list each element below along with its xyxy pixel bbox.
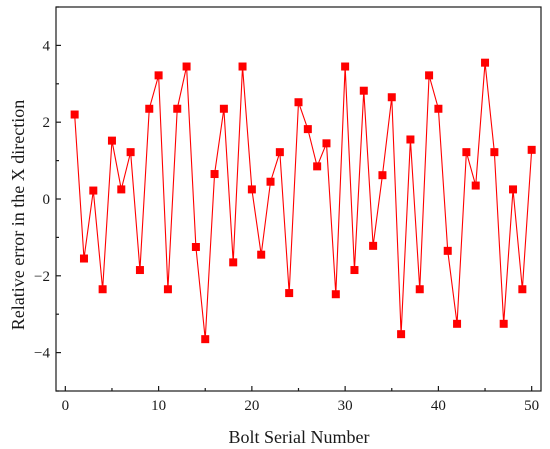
data-point xyxy=(229,258,238,267)
data-point xyxy=(443,246,452,255)
y-tick-label: 0 xyxy=(43,192,51,208)
x-tick-label: 40 xyxy=(431,398,446,414)
x-tick-label: 0 xyxy=(62,398,70,414)
series-line xyxy=(74,62,533,340)
data-point xyxy=(173,104,182,113)
x-axis-title: Bolt Serial Number xyxy=(229,427,370,447)
data-point xyxy=(518,285,527,294)
data-point xyxy=(303,125,312,134)
data-point xyxy=(294,98,303,107)
data-point xyxy=(322,139,331,148)
data-point xyxy=(154,71,163,80)
plot-frame xyxy=(55,6,542,392)
axes: 0 10 20 30 40 50 −4 −2 0 2 4 xyxy=(34,6,542,414)
data-point xyxy=(406,135,415,144)
y-tick-label: −2 xyxy=(34,269,50,285)
data-point xyxy=(490,148,499,157)
y-tick-label: 4 xyxy=(43,38,51,54)
data-point xyxy=(387,93,396,102)
data-point xyxy=(210,170,219,179)
data-point xyxy=(481,58,490,67)
x-tick-label: 30 xyxy=(338,398,353,414)
data-point xyxy=(238,62,247,71)
data-point xyxy=(107,136,116,145)
data-point xyxy=(275,148,284,157)
x-tick-label: 50 xyxy=(524,398,539,414)
x-tick-label: 20 xyxy=(244,398,259,414)
data-point xyxy=(415,285,424,294)
y-tick-label: −4 xyxy=(34,346,50,362)
data-point xyxy=(117,185,126,194)
data-point xyxy=(341,62,350,71)
data-point xyxy=(201,335,210,344)
data-point xyxy=(313,162,322,171)
data-point xyxy=(509,185,518,194)
data-point xyxy=(70,110,79,119)
data-point xyxy=(378,171,387,180)
data-point xyxy=(453,319,462,328)
data-point xyxy=(182,62,191,71)
data-point xyxy=(359,86,368,95)
data-point xyxy=(499,319,508,328)
y-axis-title: Relative error in the X direction xyxy=(8,100,28,330)
data-point xyxy=(191,243,200,251)
data-point xyxy=(135,266,144,275)
y-tick-label: 2 xyxy=(43,115,51,131)
data-point xyxy=(369,241,378,250)
data-point xyxy=(527,145,536,154)
data-point xyxy=(257,250,266,259)
data-point xyxy=(219,104,228,113)
data-point xyxy=(350,266,359,275)
x-tick-label: 10 xyxy=(151,398,166,414)
data-point xyxy=(98,285,107,294)
data-point xyxy=(266,177,275,186)
data-point xyxy=(285,289,294,298)
series-layer xyxy=(70,58,536,344)
data-point xyxy=(471,181,480,190)
data-point xyxy=(397,330,406,339)
data-point xyxy=(434,104,443,113)
data-point xyxy=(425,71,434,80)
data-point xyxy=(331,290,340,299)
data-point xyxy=(247,185,256,194)
data-point xyxy=(126,148,135,157)
data-point xyxy=(462,148,471,157)
data-point xyxy=(145,104,154,113)
data-point xyxy=(89,186,98,195)
data-point xyxy=(163,285,172,294)
data-point xyxy=(79,254,88,263)
